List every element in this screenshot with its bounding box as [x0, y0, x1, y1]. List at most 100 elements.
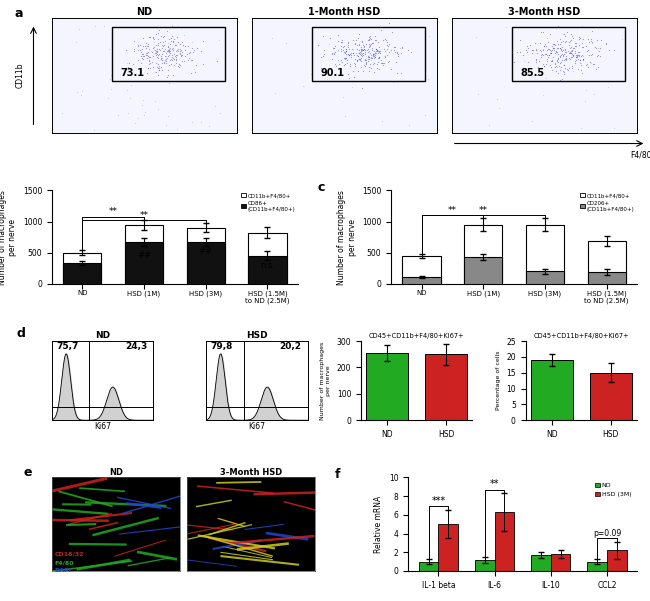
Point — [561, 36, 571, 46]
Point — [358, 50, 369, 60]
Point — [155, 54, 166, 64]
Point — [150, 48, 161, 58]
Point — [352, 44, 362, 54]
Point — [363, 35, 374, 44]
Point — [354, 39, 364, 49]
Point — [551, 61, 561, 71]
Point — [569, 56, 580, 66]
Point — [396, 43, 407, 53]
Point — [159, 40, 169, 50]
Point — [176, 50, 186, 59]
Point — [175, 46, 185, 56]
Point — [559, 55, 569, 64]
Point — [164, 43, 175, 53]
Point — [129, 36, 140, 46]
Point — [339, 54, 350, 64]
Point — [571, 50, 581, 59]
Point — [163, 50, 174, 59]
Point — [566, 29, 577, 39]
Point — [366, 39, 376, 49]
Text: ***: *** — [432, 496, 445, 506]
Point — [391, 58, 401, 67]
Point — [327, 55, 337, 64]
Point — [544, 50, 554, 60]
Point — [149, 37, 159, 47]
Point — [318, 49, 329, 59]
Point — [373, 47, 384, 57]
Point — [341, 44, 351, 53]
Point — [367, 64, 377, 73]
Point — [364, 32, 374, 41]
Bar — [530, 360, 573, 420]
Point — [385, 64, 396, 74]
Point — [144, 32, 154, 42]
Point — [392, 48, 402, 58]
Bar — [125, 242, 163, 284]
Point — [129, 44, 139, 54]
Point — [384, 39, 395, 49]
Point — [136, 44, 147, 53]
Point — [344, 50, 354, 59]
Point — [369, 31, 380, 41]
Point — [557, 75, 567, 84]
Point — [541, 49, 551, 58]
Point — [353, 51, 363, 61]
Title: ND: ND — [95, 331, 110, 340]
Point — [106, 70, 116, 80]
Point — [420, 110, 430, 120]
Point — [160, 52, 170, 61]
Point — [547, 55, 558, 65]
Point — [587, 38, 597, 48]
Point — [582, 46, 593, 55]
Bar — [63, 252, 101, 284]
Point — [572, 52, 582, 62]
Point — [554, 59, 565, 69]
Point — [152, 38, 162, 48]
Point — [549, 62, 560, 72]
Point — [601, 38, 612, 47]
Point — [570, 38, 580, 48]
Point — [150, 67, 161, 77]
Point — [552, 55, 562, 64]
Point — [337, 43, 348, 52]
Point — [354, 29, 365, 38]
Point — [151, 48, 162, 58]
Point — [163, 46, 174, 55]
Point — [170, 40, 181, 49]
Point — [560, 51, 571, 61]
Point — [331, 62, 341, 72]
Point — [594, 46, 604, 55]
Point — [355, 47, 365, 57]
Point — [543, 44, 554, 53]
Point — [364, 35, 374, 44]
Point — [567, 52, 577, 62]
Point — [364, 54, 374, 64]
Point — [359, 44, 370, 53]
Point — [144, 55, 154, 65]
Point — [519, 70, 529, 79]
Point — [566, 52, 576, 62]
Point — [371, 46, 382, 56]
Point — [161, 56, 172, 66]
Point — [349, 50, 359, 59]
Point — [558, 50, 568, 59]
Point — [555, 44, 566, 53]
Point — [167, 50, 177, 59]
Point — [187, 43, 198, 53]
Point — [142, 69, 153, 78]
Point — [173, 37, 183, 47]
Point — [141, 48, 151, 58]
Point — [592, 52, 602, 61]
Point — [566, 54, 576, 64]
Point — [343, 40, 353, 49]
Point — [551, 47, 561, 57]
Point — [180, 50, 190, 60]
Legend: CD11b+F4/80+, CD206+
(CD11b+F4/80+): CD11b+F4/80+, CD206+ (CD11b+F4/80+) — [580, 193, 634, 212]
Point — [124, 59, 135, 69]
Point — [163, 38, 174, 48]
Point — [608, 45, 619, 55]
Point — [140, 50, 151, 60]
Point — [547, 40, 558, 49]
Point — [523, 57, 533, 67]
Point — [160, 44, 170, 53]
